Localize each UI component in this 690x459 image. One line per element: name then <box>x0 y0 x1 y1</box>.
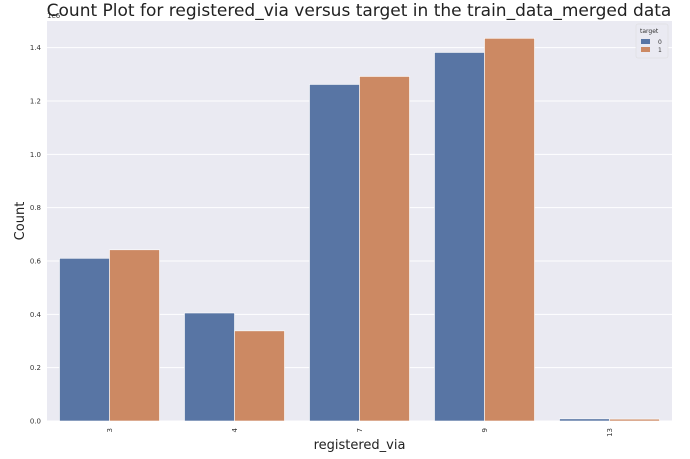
x-tick-label: 3 <box>106 428 114 432</box>
x-tick-label: 9 <box>481 428 489 432</box>
x-tick-label: 7 <box>356 428 364 432</box>
legend-label-0: 0 <box>658 39 662 46</box>
y-tick-label: 0.6 <box>30 258 42 266</box>
bar-4-target-1 <box>234 330 285 422</box>
y-tick-label: 0.4 <box>30 311 42 319</box>
y-ticks: 0.0 0.2 0.4 0.6 0.8 1.0 1.2 1.4 <box>30 44 42 425</box>
y-axis-label: Count <box>13 202 28 241</box>
y-tick-label: 1.2 <box>30 98 41 106</box>
bar-13-target-0 <box>559 418 610 422</box>
bar-9-target-0 <box>434 52 485 422</box>
y-tick-label: 1.4 <box>30 44 42 52</box>
legend-label-1: 1 <box>658 47 662 54</box>
y-offset-label: 1e6 <box>47 12 61 20</box>
x-axis-label: registered_via <box>314 438 406 453</box>
legend-title: target <box>640 28 659 35</box>
y-tick-label: 0.8 <box>30 204 41 212</box>
bar-7-target-1 <box>359 76 410 422</box>
y-tick-label: 0.0 <box>30 418 41 426</box>
legend-swatch-0 <box>641 39 650 44</box>
y-tick-label: 1.0 <box>30 151 41 159</box>
x-ticks: 3 4 7 9 13 <box>106 427 614 436</box>
bar-7-target-0 <box>309 84 360 422</box>
y-tick-label: 0.2 <box>30 364 41 372</box>
bar-3-target-0 <box>59 258 110 422</box>
bar-9-target-1 <box>484 38 535 422</box>
bars <box>59 38 660 422</box>
x-tick-label: 13 <box>606 428 614 437</box>
legend-items: 01 <box>641 39 662 54</box>
legend: target 01 <box>635 23 669 59</box>
bar-4-target-0 <box>184 312 235 422</box>
x-tick-label: 4 <box>231 427 239 432</box>
chart-title: Count Plot for registered_via versus tar… <box>47 1 672 21</box>
bar-13-target-1 <box>609 418 660 422</box>
legend-swatch-1 <box>641 47 650 52</box>
bar-3-target-1 <box>109 249 160 422</box>
